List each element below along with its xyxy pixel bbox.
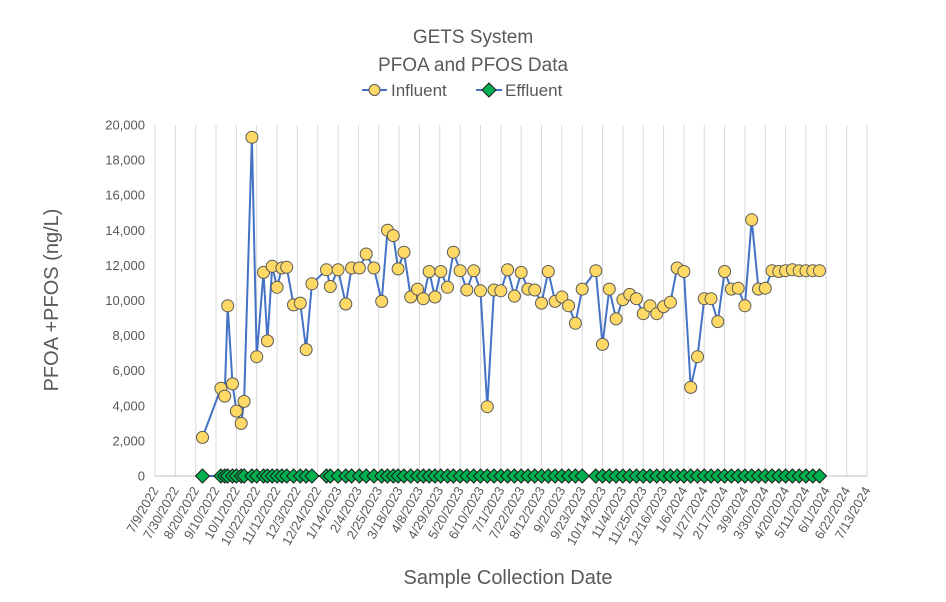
y-tick-label: 18,000 — [105, 153, 145, 168]
y-tick-label: 0 — [138, 469, 145, 484]
influent-point — [299, 343, 313, 357]
influent-point — [375, 294, 389, 308]
y-tick-label: 14,000 — [105, 223, 145, 238]
influent-point — [280, 260, 294, 274]
influent-point — [339, 297, 353, 311]
y-tick-label: 20,000 — [105, 118, 145, 133]
influent-point — [711, 315, 725, 329]
influent-point — [541, 265, 555, 278]
chart-title-line-2: PFOA and PFOS Data — [378, 55, 569, 76]
y-tick-label: 4,000 — [112, 398, 145, 413]
influent-point — [691, 350, 704, 364]
y-axis-title: PFOA +PFOS (ng/L) — [41, 209, 63, 392]
influent-point — [535, 296, 548, 310]
influent-point — [446, 245, 460, 259]
y-tick-labels: 0 2,000 4,000 6,000 8,000 10,000 12,000 14,000 1… — [105, 118, 145, 484]
y-tick-label: 16,000 — [105, 188, 145, 203]
influent-point — [293, 296, 307, 310]
influent-point — [434, 265, 448, 278]
influent-point — [331, 263, 345, 277]
influent-point — [320, 263, 333, 277]
influent-point — [234, 416, 248, 430]
y-tick-label: 8,000 — [112, 328, 145, 343]
influent-point — [758, 281, 772, 295]
influent-point — [684, 380, 698, 394]
legend-influent: Influent — [362, 81, 447, 100]
influent-point — [609, 312, 623, 326]
influent-point — [596, 337, 609, 351]
influent-point — [738, 299, 752, 313]
influent-point — [704, 292, 718, 306]
effluent-point — [574, 468, 590, 484]
legend-effluent: Effluent — [476, 81, 563, 100]
influent-point — [460, 283, 474, 297]
influent-point — [226, 377, 239, 391]
effluent-point — [194, 468, 211, 484]
influent-point — [270, 280, 284, 294]
influent-point — [467, 264, 481, 278]
influent-point — [474, 284, 487, 298]
legend: Influent Effluent — [362, 81, 563, 100]
influent-point — [245, 130, 259, 144]
legend-influent-label: Influent — [391, 81, 447, 100]
x-tick-labels: 7/9/20227/30/20228/20/20229/10/202210/1/… — [123, 484, 873, 548]
influent-point — [602, 282, 616, 296]
influent-point — [813, 264, 826, 278]
influent-point — [422, 265, 436, 278]
influent-point — [411, 282, 424, 296]
influent-point — [745, 213, 759, 227]
influent-point — [562, 299, 576, 313]
influent-point — [555, 290, 569, 304]
influent-point — [260, 334, 274, 348]
influent-point — [663, 295, 677, 309]
influent-point — [718, 265, 732, 278]
influent-point — [352, 261, 366, 275]
influent-point — [250, 350, 264, 364]
influent-point — [589, 264, 603, 278]
effluent-point — [811, 468, 828, 484]
influent-point — [568, 316, 582, 330]
influent-point — [731, 281, 745, 295]
influent-point — [323, 280, 337, 293]
y-tick-label: 2,000 — [112, 433, 145, 448]
influent-point — [501, 263, 515, 277]
legend-effluent-label: Effluent — [505, 81, 563, 100]
y-tick-label: 6,000 — [112, 363, 145, 378]
series-influent — [196, 130, 826, 444]
influent-point — [494, 284, 508, 298]
influent-point — [305, 277, 319, 291]
y-tick-label: 12,000 — [105, 258, 145, 273]
influent-point — [453, 264, 467, 278]
chart-title-line-1: GETS System — [413, 27, 533, 48]
influent-point — [218, 389, 232, 403]
influent-point — [441, 280, 454, 294]
x-axis-title: Sample Collection Date — [404, 567, 613, 589]
influent-point — [507, 289, 521, 303]
influent-point — [629, 292, 643, 306]
effluent-point — [304, 468, 320, 484]
influent-point — [359, 247, 373, 261]
influent-point — [229, 404, 243, 418]
influent-point — [575, 282, 589, 296]
influent-point — [677, 265, 691, 278]
influent-point — [416, 292, 430, 306]
influent-point — [237, 394, 251, 408]
influent-point — [514, 265, 528, 279]
influent-point — [367, 261, 381, 275]
influent-point — [397, 245, 411, 259]
influent-point — [386, 229, 400, 243]
legend-influent-marker — [368, 84, 381, 96]
influent-point — [221, 299, 235, 313]
legend-effluent-marker — [481, 82, 497, 98]
influent-point — [480, 400, 494, 414]
series-effluent — [194, 468, 828, 484]
y-tick-label: 10,000 — [105, 293, 145, 308]
influent-point — [391, 262, 405, 276]
influent-point — [428, 290, 442, 304]
influent-point — [196, 430, 209, 444]
influent-point — [528, 283, 542, 297]
